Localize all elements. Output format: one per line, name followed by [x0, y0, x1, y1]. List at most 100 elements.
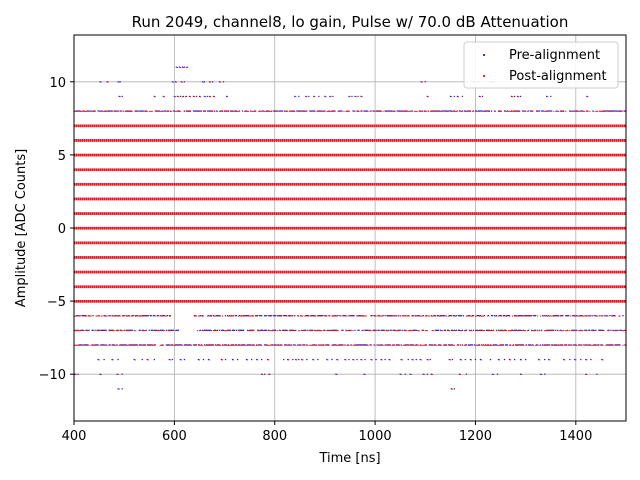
data-point [213, 330, 216, 332]
data-point [223, 110, 226, 112]
data-point [478, 344, 481, 346]
data-point [239, 329, 242, 332]
data-point [303, 110, 305, 112]
data-point [208, 81, 211, 83]
data-point [87, 315, 89, 317]
data-point [599, 329, 601, 332]
data-point [322, 110, 324, 112]
data-point [533, 330, 535, 332]
data-point [122, 344, 124, 346]
data-point [335, 373, 337, 375]
data-point [597, 110, 599, 112]
data-point [200, 344, 203, 346]
data-point [143, 344, 145, 346]
data-point [454, 330, 456, 332]
data-point [328, 344, 330, 346]
data-point [539, 330, 541, 332]
data-point [548, 315, 550, 317]
data-point [375, 110, 377, 112]
data-point [215, 330, 218, 332]
data-point [125, 344, 127, 346]
data-point [484, 110, 487, 112]
data-point [129, 329, 131, 332]
data-point [154, 344, 156, 346]
data-point [356, 315, 358, 317]
data-point [620, 329, 622, 332]
data-point [327, 329, 329, 332]
data-point [426, 358, 428, 361]
data-point [181, 344, 183, 346]
data-point [339, 315, 341, 317]
data-point [351, 344, 353, 346]
data-point [464, 330, 467, 332]
data-point [312, 110, 314, 112]
data-point [336, 358, 338, 361]
data-point [267, 344, 269, 346]
data-point [213, 96, 216, 98]
data-point [322, 344, 324, 346]
data-point [235, 110, 238, 112]
data-point [505, 330, 508, 332]
series-post-alignment [74, 66, 627, 390]
data-point [170, 344, 173, 346]
data-point [471, 110, 474, 112]
data-point [602, 359, 604, 361]
data-point [201, 315, 204, 317]
data-point [349, 96, 351, 98]
data-point [501, 344, 504, 346]
data-point [128, 110, 130, 112]
data-point [356, 358, 358, 361]
data-point [530, 110, 533, 112]
data-point [221, 315, 224, 317]
data-point [434, 344, 437, 346]
data-point [142, 315, 144, 317]
data-point [77, 315, 79, 317]
data-point [411, 330, 413, 332]
data-point [151, 344, 153, 346]
data-point [613, 330, 615, 332]
data-point [136, 344, 138, 346]
data-point [233, 329, 236, 332]
data-point [284, 110, 286, 112]
data-point [107, 81, 109, 83]
data-point [574, 344, 576, 346]
data-point [131, 329, 133, 332]
data-point [468, 315, 471, 317]
data-point [333, 315, 335, 317]
data-point [483, 315, 486, 317]
data-point [77, 344, 79, 346]
data-point [116, 344, 118, 346]
data-point [146, 344, 148, 346]
data-point [86, 344, 88, 346]
data-point [346, 344, 348, 346]
data-point [570, 315, 572, 317]
data-point [437, 329, 440, 332]
data-point [558, 110, 560, 112]
data-point [414, 329, 416, 332]
data-point [163, 96, 165, 98]
data-point [420, 81, 422, 83]
data-point [527, 330, 529, 332]
data-point [312, 315, 314, 317]
data-point [469, 344, 472, 346]
data-point [364, 358, 366, 361]
data-point [415, 315, 417, 317]
data-point [185, 344, 188, 346]
data-point [161, 315, 163, 317]
data-point [314, 330, 316, 332]
data-point [206, 330, 209, 332]
data-point [379, 110, 381, 112]
data-point [268, 373, 270, 376]
data-point [560, 344, 562, 346]
data-point [392, 329, 394, 332]
data-point [562, 315, 564, 317]
data-point [163, 315, 166, 317]
data-point [614, 344, 616, 346]
data-point [497, 358, 500, 361]
data-point [143, 315, 145, 317]
data-point [251, 315, 253, 317]
data-point [357, 95, 359, 98]
data-point [123, 330, 125, 332]
data-point [409, 110, 411, 112]
data-point [231, 344, 234, 346]
